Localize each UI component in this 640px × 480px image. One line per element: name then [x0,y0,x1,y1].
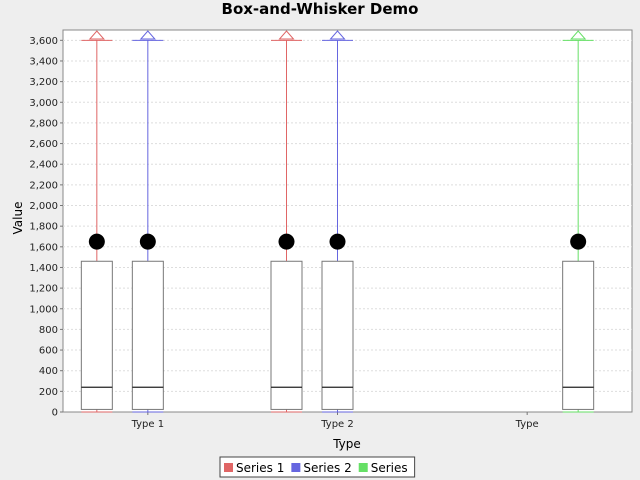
box [562,260,595,410]
y-tick-label: 800 [39,325,58,336]
box [131,260,164,410]
y-axis-label: Value [11,202,25,235]
x-tick-label: Type 1 [131,419,165,430]
outlier-marker [139,30,156,40]
y-tick-label: 600 [39,346,58,357]
legend-entry: Series 2 [303,461,351,475]
legend-entry: Series [371,461,408,475]
y-tick-label: 0 [52,408,58,419]
y-tick-label: 3,200 [29,77,58,88]
y-tick-label: 1,400 [29,263,58,274]
box [80,260,113,410]
outlier-marker [88,30,105,40]
mean-marker [570,233,587,250]
box-group [270,30,303,413]
y-tick-label: 2,000 [29,201,58,212]
outlier-marker [570,30,587,40]
box [270,260,303,410]
box-group [131,30,164,413]
y-tick-label: 2,200 [29,180,58,191]
outlier-marker [329,30,346,40]
legend-swatch [224,463,233,472]
y-tick-label: 1,600 [29,242,58,253]
legend-swatch [358,463,368,472]
mean-marker [139,233,156,250]
y-tick-label: 200 [39,387,58,398]
y-tick-label: 400 [39,366,58,377]
mean-marker [88,233,105,250]
box [321,260,354,410]
y-tick-label: 2,400 [29,160,58,171]
x-axis-label: Type [332,437,361,451]
x-tick-label: Type 2 [320,419,354,430]
y-tick-label: 1,000 [29,304,58,315]
y-tick-label: 3,000 [29,98,58,109]
legend: Series 1 Series 2 Series [219,456,416,478]
legend-swatch [291,463,301,472]
outlier-marker [278,30,295,40]
chart-title: Box-and-Whisker Demo [222,0,419,18]
y-tick-label: 2,600 [29,139,58,150]
y-tick-label: 2,800 [29,118,58,129]
y-tick-label: 3,600 [29,36,58,47]
box-group [80,30,113,413]
y-axis-ticks: 0 200 400 600 800 1,000 1,200 1,400 1,600 1,800 2,… [29,36,63,419]
box-series [80,30,595,413]
mean-marker [329,233,346,250]
x-tick-label: Type [515,419,539,430]
y-tick-label: 1,800 [29,222,58,233]
mean-marker [278,233,295,250]
box-group [321,30,354,413]
box-group [562,30,595,413]
y-tick-label: 1,200 [29,284,58,295]
y-tick-label: 3,400 [29,56,58,67]
legend-entry: Series 1 [236,461,284,475]
